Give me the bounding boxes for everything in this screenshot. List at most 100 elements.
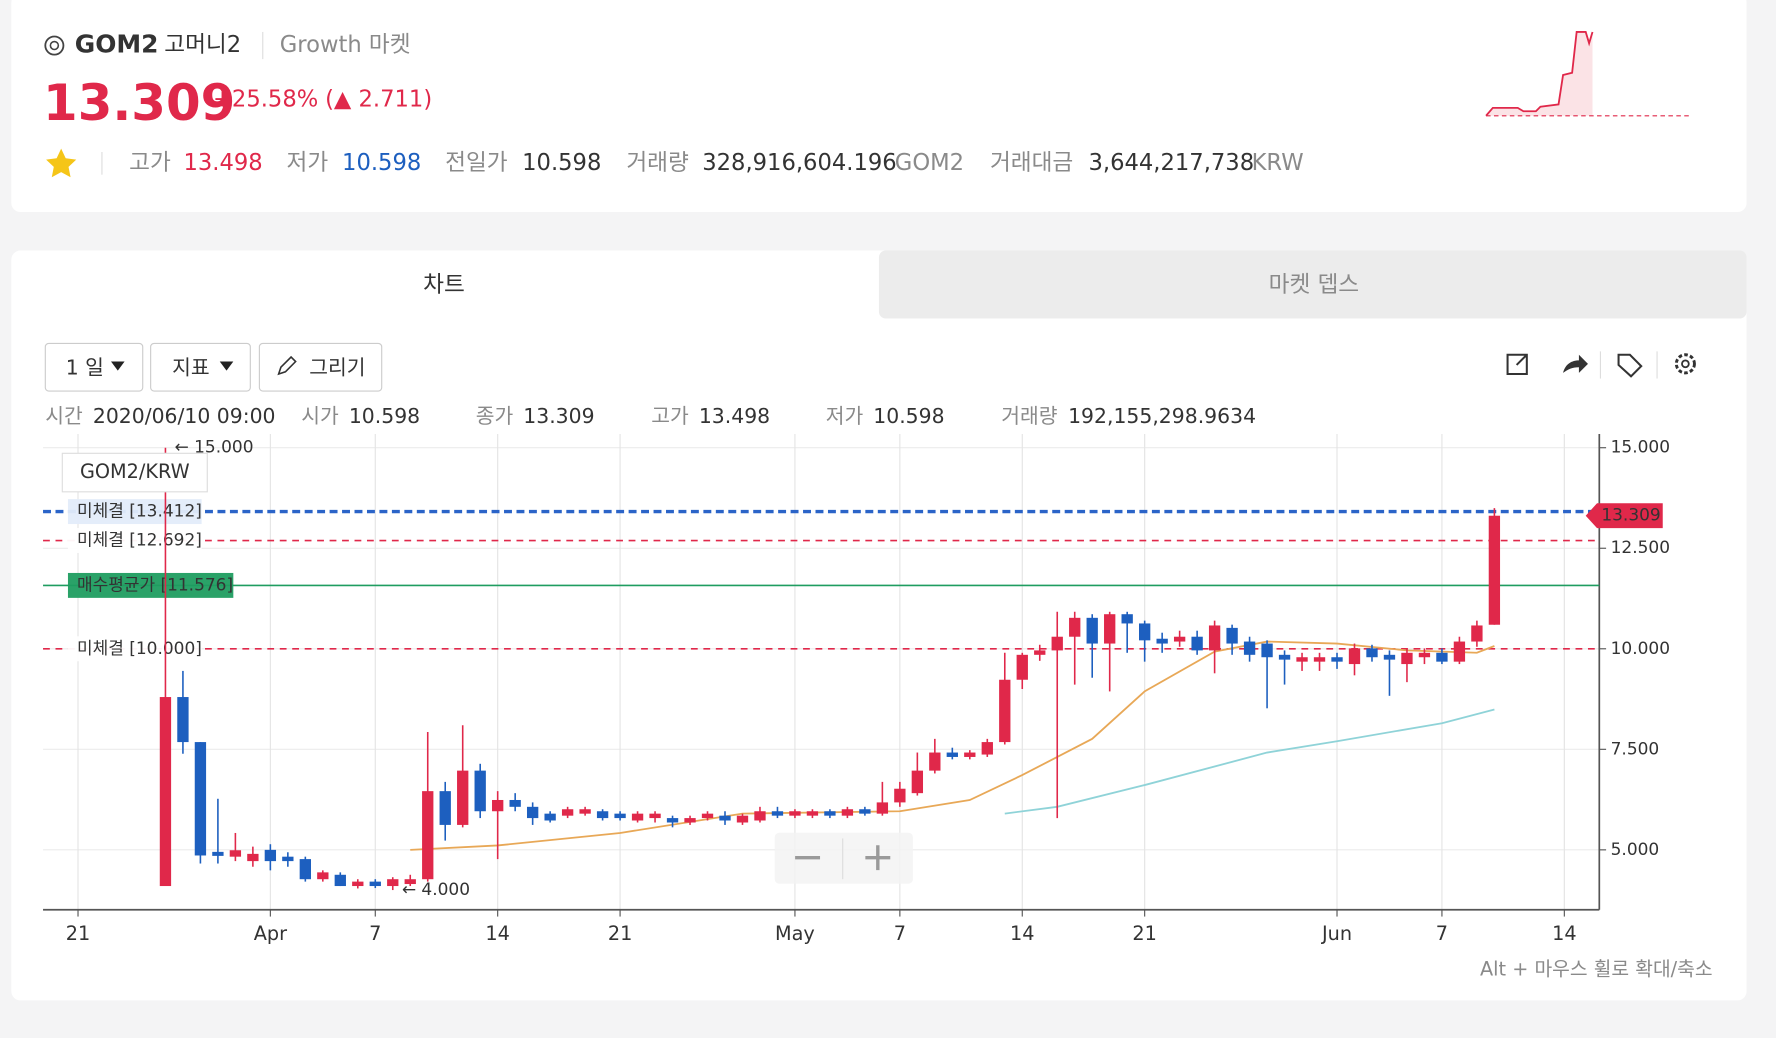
candle-body [684,818,696,823]
stat-label: 거래대금 [990,150,1073,176]
candle-body [352,881,364,887]
candle-body [177,697,189,743]
candle-body [1156,638,1168,644]
candle-body [1034,650,1046,655]
favorite-star[interactable] [46,148,77,178]
coin-icon [44,35,65,56]
x-tick-label: 14 [1552,922,1576,945]
x-tick-label: 21 [66,922,90,945]
x-tick-label: 7 [894,922,906,945]
dropdown-arrow[interactable] [111,361,125,371]
stat-label: 전일가 [445,150,508,176]
zoom-in[interactable] [865,845,891,871]
share-icon[interactable] [1563,354,1588,373]
candle-body [1401,652,1413,665]
x-tick-label: 21 [608,922,632,945]
hint: Alt + 마우스 휠로 확대/축소 [1480,957,1713,980]
stat-value: 13.498 [183,150,262,176]
button-label[interactable]: 지표 [172,355,210,379]
candle-body [806,811,819,816]
y-tick-label: 7.500 [1611,739,1660,759]
order-label: 미체결 [12.692] [77,531,202,551]
y-tick-label: 5.000 [1611,840,1660,860]
last-price-label: 13.309 [1601,506,1660,526]
candle-body [1348,648,1361,665]
pencil-icon[interactable] [277,355,297,376]
coin-name: 고머니2 [164,32,241,58]
change-pct: +25.58% [213,86,318,112]
candle-body [894,788,906,803]
stat-value: 328,916,604.196 [702,150,896,176]
candle-body [631,813,644,821]
candle-body [282,856,294,862]
info-label: 시가 [301,404,339,428]
candle-body [317,872,329,880]
tab[interactable]: 차트 [423,272,465,298]
stat-unit: KRW [1252,150,1304,176]
settings-icon[interactable] [1674,353,1696,375]
candle-body [474,770,486,812]
tab-inactive[interactable] [878,250,1747,319]
tab[interactable]: 마켓 뎁스 [1269,272,1360,298]
order-label: 미체결 [13.412] [77,502,202,522]
candle-body [1331,657,1343,662]
draw-button[interactable] [258,342,383,392]
candle-body [334,874,346,887]
stat-label: 저가 [287,150,329,176]
info-value: 10.598 [349,404,420,428]
interval-button[interactable] [44,342,144,392]
y-tick-label: 12.500 [1611,538,1670,558]
dropdown-arrow[interactable] [219,361,234,371]
candle-body [1226,627,1238,644]
candle-body [999,679,1011,743]
candle-body [596,811,609,819]
candle-body [666,818,679,823]
order-label: 매수평균가 [11.576] [77,575,233,595]
order-label-box [67,528,202,553]
change: (▲ 2.711) [325,86,432,112]
stat-unit: GOM2 [895,150,964,176]
candle-body [964,752,976,757]
stat-label: 거래량 [626,150,689,176]
price: 13.309 [43,74,235,132]
candle-body [229,850,242,857]
info-value: 10.598 [873,404,944,428]
x-tick-label: 7 [1436,922,1448,945]
info-label: 시간 [45,404,83,428]
candle-body [789,811,801,816]
extreme-marker: ← 15.000 [175,438,254,458]
x-tick-label: 7 [369,922,381,945]
stat-value: 3,644,217,738 [1088,150,1254,176]
button-label[interactable]: 그리기 [309,355,365,379]
popout-icon[interactable] [1506,353,1528,376]
candle-body [561,809,574,816]
order-label-box [67,499,202,525]
candle-body [876,802,889,814]
candle-body [1366,648,1378,658]
settings-icon[interactable] [1681,359,1690,369]
info-label: 저가 [826,404,864,428]
candle-body [1191,636,1203,651]
candle-body [1139,623,1151,641]
candle-body [1173,636,1186,642]
button-label[interactable]: 1 일 [66,355,104,379]
sparkline [1485,31,1594,117]
candle-body [701,813,714,819]
info-value: 2020/06/10 09:00 [93,404,276,428]
legend-box [61,452,208,493]
candle-body [509,799,521,807]
candle-body [1488,515,1501,625]
candle-body [492,799,504,812]
candle-body [946,752,958,757]
tag-icon[interactable] [1617,353,1643,378]
candle-body [1208,625,1221,651]
indicator-button[interactable] [150,342,251,392]
candle-body [929,752,941,771]
stat-value: 10.598 [522,150,601,176]
candle-body [981,742,993,755]
info-value: 192,155,298.9634 [1068,404,1256,428]
info-value: 13.309 [523,404,594,428]
x-tick-label: May [775,922,815,945]
candle-body [649,813,661,819]
